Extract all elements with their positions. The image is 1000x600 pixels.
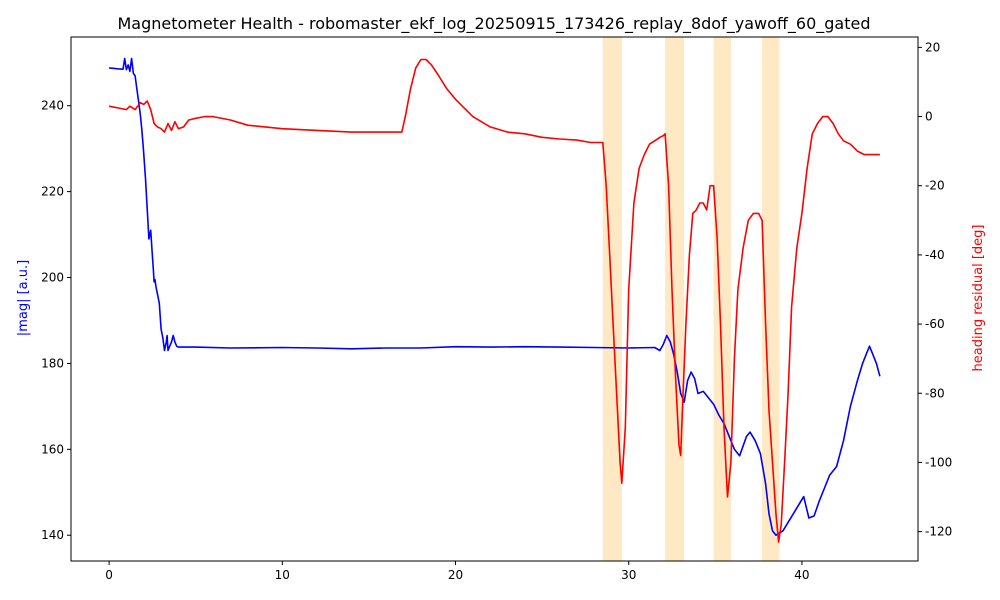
right-tick-label: -20 bbox=[925, 179, 945, 193]
right-tick-label: 0 bbox=[925, 110, 933, 124]
left-tick-label: 200 bbox=[41, 271, 64, 285]
x-tick-label: 20 bbox=[448, 568, 463, 582]
axes-layer: 0 10 20 30 40140160180200220240-120-100-80-6… bbox=[41, 36, 952, 582]
x-tick-label: 40 bbox=[794, 568, 809, 582]
x-tick-label: 0 bbox=[105, 568, 113, 582]
left-tick-label: 160 bbox=[41, 442, 64, 456]
right-tick-label: 20 bbox=[925, 40, 940, 54]
series-line-heading-residual bbox=[108, 58, 880, 543]
left-tick-label: 140 bbox=[41, 528, 64, 542]
x-tick-label: 30 bbox=[621, 568, 636, 582]
plot-frame bbox=[70, 36, 919, 562]
shaded-spans-layer bbox=[602, 37, 780, 561]
x-tick-label: 10 bbox=[275, 568, 290, 582]
shaded-span-1 bbox=[665, 37, 685, 561]
series-line-mag bbox=[109, 57, 881, 537]
series-lines-layer bbox=[108, 57, 881, 543]
right-axis-label: heading residual [deg] bbox=[971, 225, 986, 372]
left-tick-label: 180 bbox=[41, 356, 64, 370]
right-tick-label: -40 bbox=[925, 248, 945, 262]
chart-title: Magnetometer Health - robomaster_ekf_log… bbox=[117, 14, 870, 34]
shaded-span-3 bbox=[762, 37, 780, 561]
left-axis-label: |mag| [a.u.] bbox=[16, 260, 31, 336]
right-tick-label: -120 bbox=[925, 525, 952, 539]
right-tick-label: -60 bbox=[925, 317, 945, 331]
left-tick-label: 240 bbox=[41, 99, 64, 113]
right-tick-label: -100 bbox=[925, 455, 952, 469]
left-tick-label: 220 bbox=[41, 185, 64, 199]
right-tick-label: -80 bbox=[925, 386, 945, 400]
